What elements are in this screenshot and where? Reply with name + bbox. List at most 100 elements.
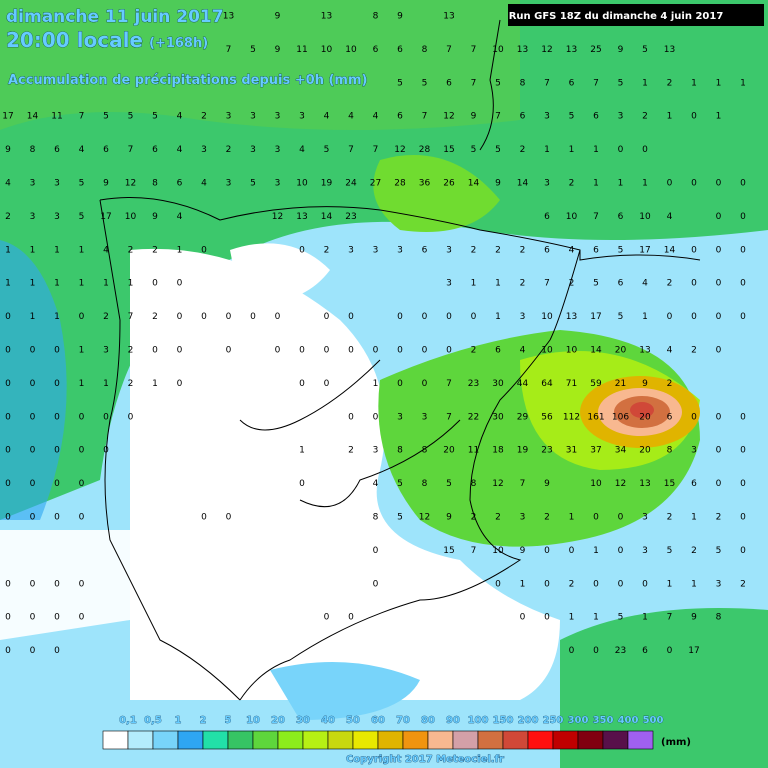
grid-value: 20 bbox=[639, 412, 651, 422]
grid-value: 0 bbox=[373, 346, 379, 356]
grid-value: 4 bbox=[373, 112, 379, 122]
grid-value: 10 bbox=[321, 45, 333, 55]
grid-value: 0 bbox=[348, 412, 354, 422]
grid-value: 2 bbox=[667, 513, 673, 523]
grid-value: 0 bbox=[5, 412, 11, 422]
grid-value: 6 bbox=[667, 412, 673, 422]
grid-value: 2 bbox=[495, 513, 501, 523]
grid-value: 3 bbox=[299, 112, 305, 122]
grid-value: 0 bbox=[716, 479, 722, 489]
grid-value: 0 bbox=[740, 245, 746, 255]
grid-value: 0 bbox=[740, 179, 746, 189]
grid-value: 0 bbox=[5, 646, 11, 656]
grid-value: 0 bbox=[691, 279, 697, 289]
grid-value: 0 bbox=[348, 613, 354, 623]
grid-value: 6 bbox=[103, 145, 109, 155]
grid-value: 0 bbox=[593, 513, 599, 523]
grid-value: 0 bbox=[103, 412, 109, 422]
grid-value: 0 bbox=[250, 312, 256, 322]
grid-value: 2 bbox=[667, 78, 673, 88]
grid-value: 8 bbox=[471, 479, 477, 489]
grid-value: 0 bbox=[716, 412, 722, 422]
grid-value: 30 bbox=[492, 412, 504, 422]
grid-value: 12 bbox=[443, 112, 454, 122]
grid-value: 6 bbox=[520, 112, 526, 122]
legend-swatch bbox=[227, 730, 254, 750]
legend-label: 10 bbox=[246, 715, 260, 726]
grid-value: 0 bbox=[740, 212, 746, 222]
grid-value: 1 bbox=[593, 613, 599, 623]
grid-value: 1 bbox=[691, 579, 697, 589]
time-text: 20:00 locale bbox=[6, 28, 143, 52]
grid-value: 1 bbox=[740, 78, 746, 88]
grid-value: 5 bbox=[397, 513, 403, 523]
grid-value: 0 bbox=[103, 446, 109, 456]
grid-value: 0 bbox=[324, 379, 330, 389]
grid-value: 7 bbox=[348, 145, 354, 155]
grid-value: 17 bbox=[639, 245, 650, 255]
grid-value: 4 bbox=[103, 245, 109, 255]
legend-label: 0,5 bbox=[144, 715, 162, 726]
grid-value: 9 bbox=[691, 613, 697, 623]
grid-value: 2 bbox=[5, 212, 11, 222]
grid-value: 0 bbox=[544, 579, 550, 589]
grid-value: 13 bbox=[443, 12, 454, 22]
grid-value: 14 bbox=[321, 212, 333, 222]
grid-value: 19 bbox=[517, 446, 529, 456]
grid-value: 14 bbox=[27, 112, 39, 122]
grid-value: 9 bbox=[152, 212, 158, 222]
grid-value: 2 bbox=[471, 513, 477, 523]
grid-value: 0 bbox=[716, 212, 722, 222]
grid-value: 0 bbox=[299, 479, 305, 489]
grid-value: 7 bbox=[544, 279, 550, 289]
grid-value: 6 bbox=[544, 212, 550, 222]
legend-label: 250 bbox=[543, 715, 564, 726]
grid-value: 59 bbox=[590, 379, 602, 389]
grid-value: 10 bbox=[345, 45, 357, 55]
field-blue-s bbox=[270, 662, 420, 720]
grid-value: 0 bbox=[30, 446, 36, 456]
grid-value: 3 bbox=[250, 145, 256, 155]
grid-value: 0 bbox=[5, 346, 11, 356]
grid-value: 3 bbox=[397, 412, 403, 422]
grid-value: 1 bbox=[471, 279, 477, 289]
legend-unit: (mm) bbox=[661, 737, 691, 748]
grid-value: 0 bbox=[79, 579, 85, 589]
grid-value: 0 bbox=[667, 179, 673, 189]
grid-value: 1 bbox=[79, 379, 85, 389]
grid-value: 8 bbox=[373, 12, 379, 22]
grid-value: 0 bbox=[397, 379, 403, 389]
grid-value: 44 bbox=[517, 379, 529, 389]
coastline bbox=[99, 19, 701, 701]
offset: (+168h) bbox=[149, 36, 208, 51]
grid-value: 0 bbox=[348, 312, 354, 322]
grid-value: 0 bbox=[422, 379, 428, 389]
grid-value: 4 bbox=[177, 112, 183, 122]
grid-value: 2 bbox=[520, 279, 526, 289]
grid-value: 10 bbox=[566, 212, 578, 222]
legend-label: 5 bbox=[225, 715, 232, 726]
legend-swatch bbox=[127, 730, 154, 750]
legend-label: 1 bbox=[175, 715, 182, 726]
grid-value: 26 bbox=[443, 179, 455, 189]
legend-label: 400 bbox=[618, 715, 639, 726]
grid-value: 2 bbox=[128, 346, 134, 356]
grid-value: 1 bbox=[569, 513, 575, 523]
grid-value: 5 bbox=[569, 112, 575, 122]
grid-value: 9 bbox=[5, 145, 11, 155]
grid-value: 1 bbox=[152, 379, 158, 389]
grid-value: 7 bbox=[422, 112, 428, 122]
grid-value: 5 bbox=[250, 45, 256, 55]
grid-value: 1 bbox=[103, 379, 109, 389]
grid-value: 9 bbox=[618, 45, 624, 55]
grid-value: 10 bbox=[125, 212, 137, 222]
legend: 0,1 0,5 1 2 5 10 20 30 40 50 60 70 80 90 100 150 200 250 3… bbox=[102, 715, 691, 750]
grid-value: 1 bbox=[642, 613, 648, 623]
grid-value: 7 bbox=[79, 112, 85, 122]
grid-value: 6 bbox=[446, 78, 452, 88]
grid-value: 12 bbox=[394, 145, 405, 155]
grid-value: 0 bbox=[740, 312, 746, 322]
legend-label: 300 bbox=[568, 715, 589, 726]
grid-value: 0 bbox=[691, 412, 697, 422]
